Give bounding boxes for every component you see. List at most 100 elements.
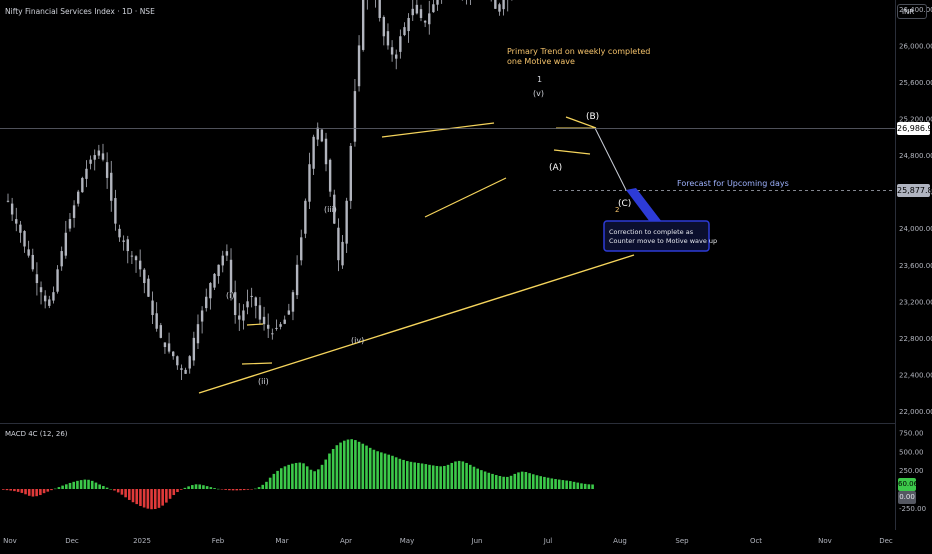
macd-bar [409,461,413,489]
macd-bar [68,482,72,489]
candle-body [357,45,361,87]
macd-bar [420,463,424,489]
macd-bar [216,488,220,490]
x-tick-label: Dec [65,537,79,545]
trendline-wedge-top [381,122,495,138]
candle-body [68,219,72,229]
y-tick-label: 24,000.00 [899,225,932,233]
macd-bar [42,489,46,494]
wave-label-A: (A) [549,163,562,173]
macd-bar [320,464,324,489]
wave-label-C: (C) [618,199,631,209]
candle-body [122,240,125,242]
macd-bar [113,489,116,491]
candle-body [411,8,414,16]
candle-body [43,295,47,302]
macd-bar [569,481,572,489]
macd-tick-label: -250.00 [899,505,926,513]
macd-bar [454,461,457,489]
macd-bar [439,466,442,489]
candle-body [110,172,113,201]
candle-body [101,153,105,160]
candle-body [188,356,191,369]
macd-bar [83,479,87,489]
candle-body [200,310,204,322]
macd-bar [398,458,402,489]
candle-body [15,219,18,224]
y-tick-label: 22,800.00 [899,335,932,343]
macd-bar [468,464,472,489]
candle-body [295,264,299,296]
y-tick-label: 23,600.00 [899,262,932,270]
macd-bar [128,489,131,500]
x-tick-label: Dec [879,537,893,545]
candle-body [246,301,249,308]
candle-body [184,369,187,374]
candle-body [143,269,146,284]
macd-bar [146,489,150,509]
macd-bar [16,489,20,492]
candle-body [176,356,179,366]
candle-body [56,269,59,292]
trendline-ii-top [246,323,264,326]
macd-bar [372,449,376,489]
candle-body [266,324,270,329]
candle-body [428,13,431,25]
macd-bar [87,479,90,489]
wave-label-i: (i) [226,291,234,300]
macd-bar [205,486,209,489]
macd-bar [346,439,350,489]
wave-label-2: 2 [615,206,619,214]
macd-bar [331,448,335,489]
wave-label-ii: (ii) [258,377,269,386]
macd-bar [368,447,372,489]
candle-body [89,159,92,164]
candle-body [436,0,439,5]
macd-bar [413,462,416,489]
callout-text-1: Correction to complete as [609,228,694,236]
macd-bar [576,482,580,489]
macd-bar [313,471,316,489]
macd-axis: 750.00 500.00 250.00 -250.00 [899,429,926,513]
macd-bar [298,462,302,489]
candle-body [229,259,233,293]
candle-body [23,231,26,247]
macd-bar [350,439,353,489]
macd-bar [105,487,109,489]
macd-bar [557,479,561,489]
chart-title: Nifty Financial Services Index · 1D · NS… [5,7,155,16]
macd-bar [435,465,439,489]
macd-bar [591,484,594,489]
macd-bar [509,475,513,489]
candle-body [419,9,423,18]
macd-bar [257,487,261,489]
macd-bar [309,469,313,489]
macd-bar [391,455,394,489]
x-tick-label: 2025 [133,537,151,545]
candle-body [271,333,274,335]
macd-bar [265,481,268,489]
candle-body [126,239,129,252]
candle-body [242,310,245,321]
candle-body [10,203,14,215]
macd-bar [494,475,498,489]
trendlines [198,116,635,394]
macd-bar [487,472,491,489]
candle-body [35,274,39,284]
currency-button[interactable]: INR [897,4,927,19]
candle-body [172,351,175,357]
candle-body [324,138,328,165]
macd-bar [254,488,257,490]
candle-body [279,324,282,327]
macd-bar [302,463,305,489]
candle-body [498,4,501,12]
candles [6,0,513,380]
macd-bar [339,442,342,489]
candle-body [395,54,398,59]
macd-bar [261,484,265,489]
candle-body [60,251,63,267]
candle-body [77,191,80,204]
macd-bar [561,480,565,489]
macd-bar [98,484,101,489]
